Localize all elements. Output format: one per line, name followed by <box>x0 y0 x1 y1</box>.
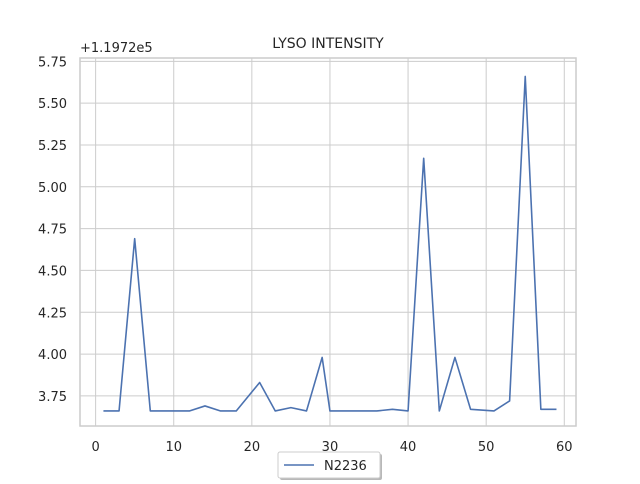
data-point <box>524 76 526 78</box>
y-tick-label: 5.00 <box>38 181 67 196</box>
series-layer <box>103 75 558 412</box>
data-point <box>290 407 292 409</box>
x-tick-label: 20 <box>244 440 261 455</box>
grid <box>80 58 576 426</box>
data-point <box>509 400 511 402</box>
x-tick-label: 10 <box>165 440 182 455</box>
y-tick-label: 4.50 <box>38 264 67 279</box>
y-tick-label: 4.75 <box>38 223 67 238</box>
data-point <box>321 357 323 359</box>
x-tick-label: 50 <box>478 440 495 455</box>
legend-label: N2236 <box>324 459 367 474</box>
data-point <box>540 408 542 410</box>
data-point <box>470 408 472 410</box>
data-point <box>329 410 331 412</box>
y-tick-label: 4.00 <box>38 348 67 363</box>
y-axis-offset-label: +1.1972e5 <box>80 41 153 56</box>
data-point <box>439 410 441 412</box>
data-point <box>189 410 191 412</box>
y-tick-label: 5.25 <box>38 139 67 154</box>
y-axis-ticks: 3.75 4.00 4.25 4.50 4.75 5.00 5.25 5.50 5.75 <box>38 55 67 405</box>
data-point <box>235 410 237 412</box>
data-point <box>165 410 167 412</box>
data-point <box>134 238 136 240</box>
data-point <box>259 382 261 384</box>
data-point <box>204 405 206 407</box>
series-line-n2236 <box>103 75 557 412</box>
data-point <box>376 410 378 412</box>
x-axis-ticks: 0 10 20 30 40 50 60 <box>91 440 572 455</box>
x-tick-label: 0 <box>91 440 99 455</box>
legend: N2236 <box>277 451 382 480</box>
y-tick-label: 4.25 <box>38 306 67 321</box>
data-point <box>149 410 151 412</box>
plot-frame <box>79 57 577 427</box>
data-point <box>392 408 394 410</box>
data-point <box>103 410 105 412</box>
axes-frame <box>79 57 577 427</box>
y-tick-label: 5.75 <box>38 55 67 70</box>
data-point <box>353 410 355 412</box>
legend-box <box>277 451 381 479</box>
y-tick-label: 5.50 <box>38 97 67 112</box>
x-tick-label: 60 <box>556 440 573 455</box>
data-point <box>423 158 425 160</box>
data-point <box>407 410 409 412</box>
x-tick-label: 30 <box>322 440 339 455</box>
data-point <box>274 410 276 412</box>
chart-title: LYSO INTENSITY <box>272 36 384 52</box>
data-point <box>556 408 558 410</box>
data-point <box>493 410 495 412</box>
data-point <box>454 357 456 359</box>
data-point <box>118 410 120 412</box>
data-point <box>306 410 308 412</box>
y-tick-label: 3.75 <box>38 390 67 405</box>
data-point <box>220 410 222 412</box>
x-tick-label: 40 <box>400 440 417 455</box>
